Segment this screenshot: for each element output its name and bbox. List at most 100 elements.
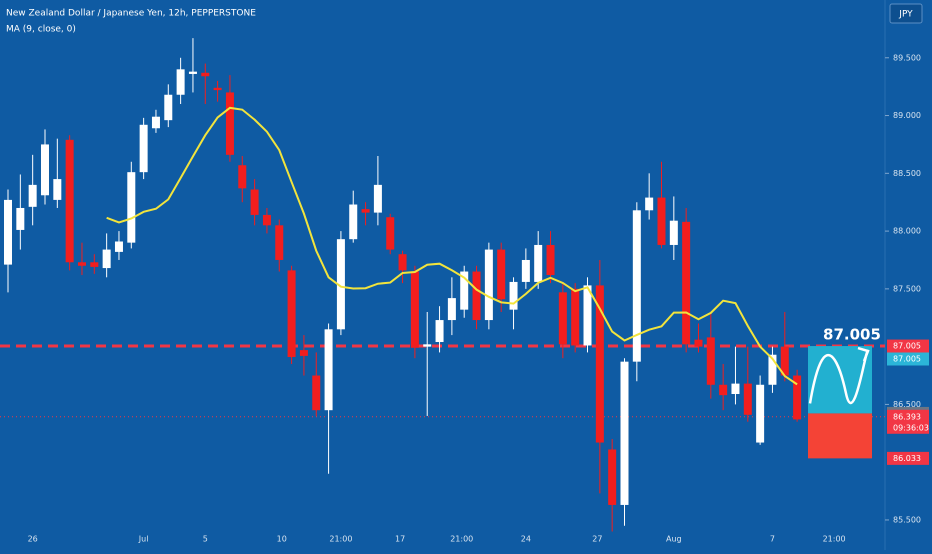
candle-body <box>435 320 444 343</box>
x-tick-label: 26 <box>28 535 38 544</box>
candle-body <box>706 337 715 385</box>
y-tick-label: 88.500 <box>893 169 921 178</box>
y-tick-label: 86.500 <box>893 400 921 409</box>
candle-body <box>188 71 197 74</box>
candle-body <box>225 92 234 155</box>
x-tick-label: 21:00 <box>823 535 846 544</box>
candle-body <box>361 209 370 213</box>
candle-body <box>731 383 740 395</box>
x-tick-label: 21:00 <box>329 535 352 544</box>
axis-marker <box>887 451 929 465</box>
candle-body <box>336 239 345 330</box>
target-zone <box>808 346 872 414</box>
candle-body <box>312 375 321 411</box>
candle-body <box>176 69 185 95</box>
axis-marker-label: 87.005 <box>893 342 921 351</box>
candle-body <box>386 217 395 250</box>
currency-label[interactable]: JPY <box>898 10 913 20</box>
candle-body <box>780 346 789 376</box>
candle-body <box>53 179 62 200</box>
x-tick-label: Jul <box>138 535 149 544</box>
x-tick-label: Aug <box>666 535 682 544</box>
y-tick-label: 89.000 <box>893 111 921 120</box>
x-tick-label: 17 <box>395 535 405 544</box>
candle-body <box>238 165 247 189</box>
candle-body <box>768 354 777 385</box>
candle-body <box>164 94 173 121</box>
candle-body <box>324 329 333 411</box>
candle-body <box>472 271 481 321</box>
axis-marker-label: 86.033 <box>893 454 921 463</box>
candle-body <box>90 262 99 267</box>
candle-body <box>151 116 160 129</box>
candle-body <box>102 249 111 269</box>
candle-body <box>275 225 284 260</box>
candle-body <box>558 292 567 345</box>
candle-body <box>657 197 666 245</box>
countdown-marker <box>887 409 929 434</box>
chart-title: New Zealand Dollar / Japanese Yen, 12h, … <box>6 9 256 19</box>
currency-button[interactable] <box>889 3 923 24</box>
candle-body <box>645 197 654 211</box>
candle-body <box>583 285 592 346</box>
candle-body <box>398 254 407 271</box>
candle-body <box>16 207 25 230</box>
axis-marker <box>887 352 929 366</box>
candle-body <box>521 259 530 282</box>
axis-marker <box>887 339 929 353</box>
candle-body <box>719 384 728 396</box>
candle-body <box>632 210 641 362</box>
candle-body <box>373 184 382 213</box>
candle-body <box>793 375 802 420</box>
candle-body <box>262 214 271 226</box>
candle-body <box>139 124 148 173</box>
candle-body <box>756 384 765 443</box>
countdown-timer: 09:36:03 <box>893 423 929 432</box>
y-tick-label: 89.500 <box>893 53 921 62</box>
x-tick-label: 5 <box>203 535 208 544</box>
candle-body <box>694 339 703 347</box>
candle-body <box>65 139 74 263</box>
candle-body <box>460 271 469 310</box>
ma-line <box>106 106 798 386</box>
candle-body <box>546 244 555 275</box>
candle-body <box>299 350 308 356</box>
candle-body <box>4 199 12 265</box>
candle-body <box>201 72 210 77</box>
candle-body <box>349 204 358 240</box>
candle-body <box>423 344 432 347</box>
wave-drawing <box>808 349 870 405</box>
x-tick-label: 10 <box>277 535 287 544</box>
candle-body <box>287 270 296 358</box>
candle-body <box>40 144 49 196</box>
candle-body <box>447 298 456 321</box>
candle-body <box>509 281 518 310</box>
candle-body <box>682 221 691 345</box>
axis-marker-label: 87.005 <box>893 355 921 364</box>
x-tick-label: 7 <box>770 535 775 544</box>
candle-body <box>743 383 752 415</box>
candle-body <box>213 87 222 91</box>
y-tick-label: 88.000 <box>893 227 921 236</box>
stop-zone <box>808 413 872 459</box>
candle-body <box>571 288 580 346</box>
candle-body <box>250 189 259 215</box>
candle-body <box>497 249 506 300</box>
y-tick-label: 87.500 <box>893 284 921 293</box>
countdown-price: 86.393 <box>893 412 921 421</box>
candle-body <box>410 271 419 348</box>
candle-body <box>28 184 37 207</box>
candle-body <box>534 244 543 282</box>
y-tick-label: 85.500 <box>893 515 921 524</box>
candle-body <box>484 249 493 321</box>
candle-body <box>669 220 678 245</box>
x-tick-label: 21:00 <box>450 535 473 544</box>
candle-body <box>114 241 123 252</box>
target-label: 87.005 <box>823 326 881 344</box>
candle-body <box>620 361 629 505</box>
x-tick-label: 24 <box>521 535 531 544</box>
x-tick-label: 27 <box>592 535 602 544</box>
indicator-label: MA (9, close, 0) <box>6 25 76 35</box>
candle-body <box>77 262 86 266</box>
